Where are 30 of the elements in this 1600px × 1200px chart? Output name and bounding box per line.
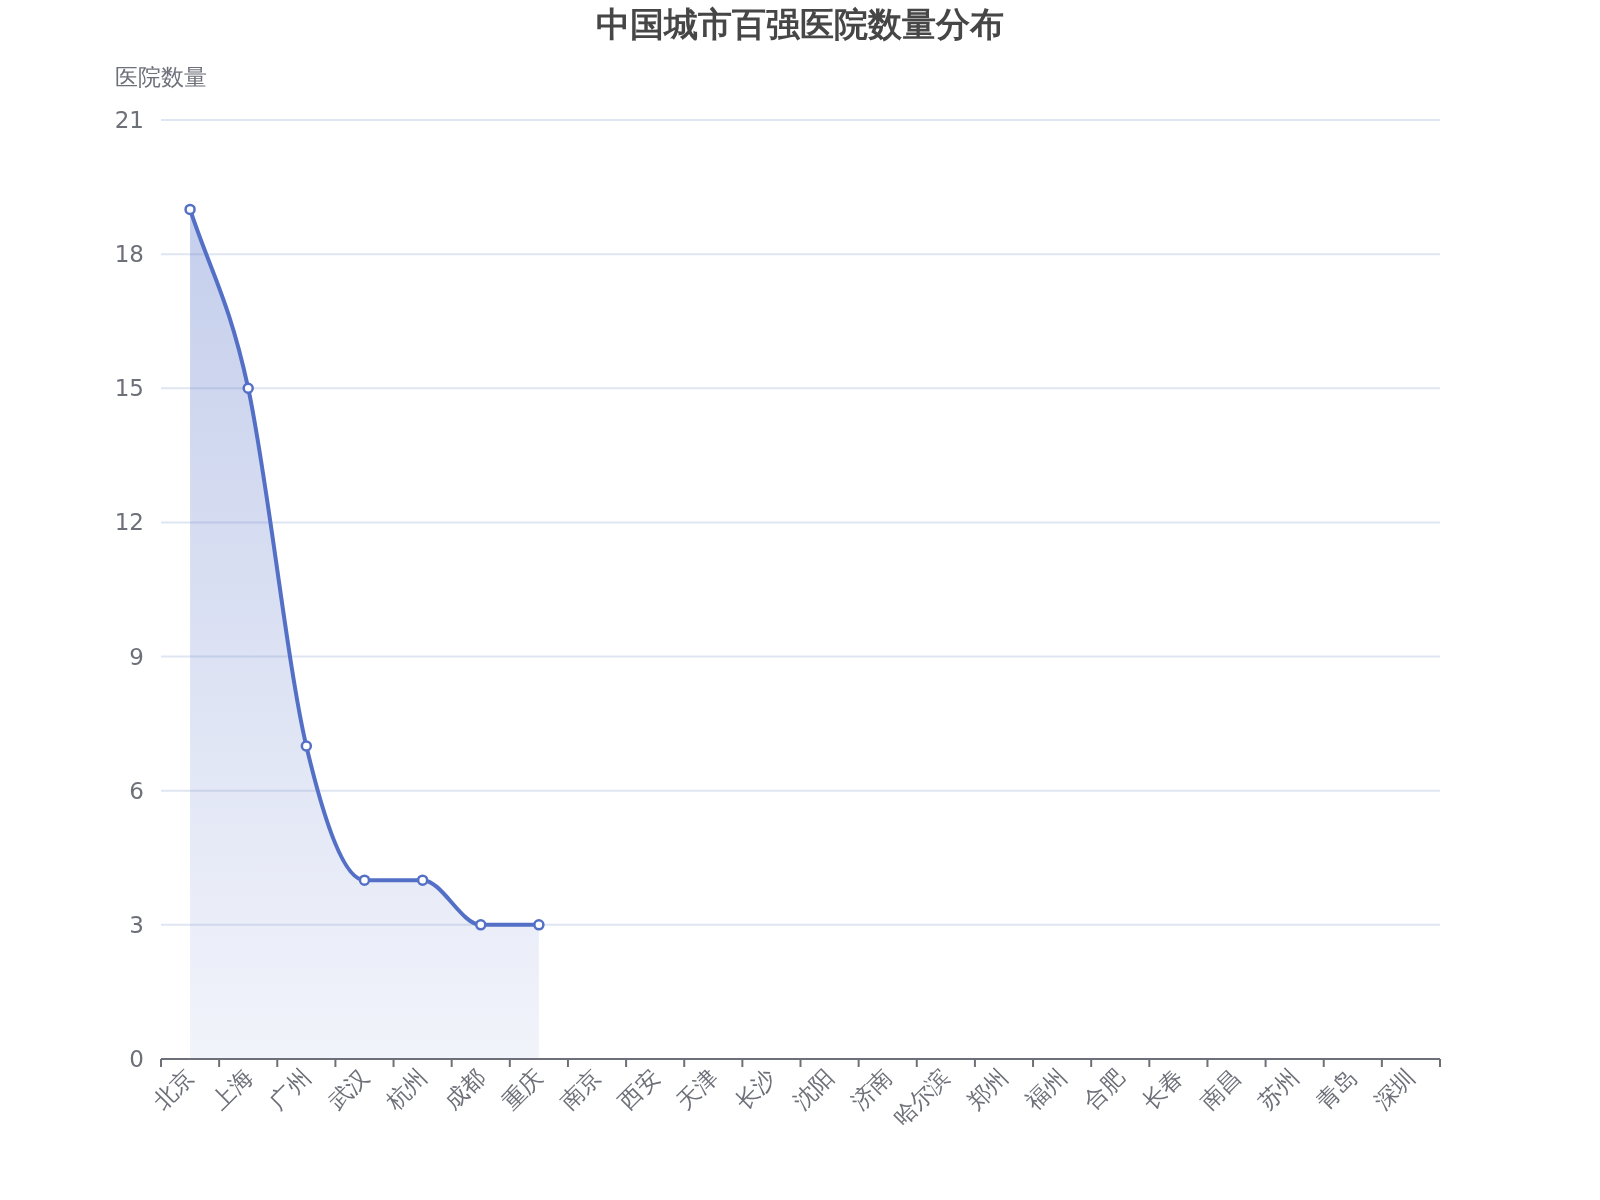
x-tick-label: 上海 xyxy=(206,1063,258,1115)
x-tick-label: 福州 xyxy=(1020,1063,1072,1115)
x-tick-label: 苏州 xyxy=(1252,1063,1304,1115)
y-tick-label: 12 xyxy=(114,509,144,536)
y-tick-label: 15 xyxy=(114,375,144,402)
x-tick-label: 南昌 xyxy=(1194,1063,1246,1115)
y-tick-label: 18 xyxy=(114,241,144,268)
x-tick-label: 武汉 xyxy=(322,1063,374,1115)
x-tick-label: 深圳 xyxy=(1369,1063,1421,1115)
x-tick-label: 广州 xyxy=(264,1063,316,1115)
y-tick-label: 9 xyxy=(129,643,144,670)
x-tick-label: 青岛 xyxy=(1311,1063,1362,1115)
y-tick-label: 0 xyxy=(129,1046,144,1072)
x-tick-label: 郑州 xyxy=(962,1063,1014,1115)
x-tick-label: 长沙 xyxy=(729,1063,781,1115)
x-tick-label: 长春 xyxy=(1136,1063,1188,1115)
y-tick-label: 21 xyxy=(114,107,144,133)
x-tick-label: 杭州 xyxy=(380,1063,432,1115)
x-tick-label: 合肥 xyxy=(1078,1063,1130,1115)
y-tick-label: 3 xyxy=(129,911,144,938)
title: 中国城市百强医院数量分布 xyxy=(596,4,1004,44)
x-tick-label: 西安 xyxy=(613,1063,665,1115)
x-tick-label: 成都 xyxy=(439,1063,490,1115)
y-axis-title: 医院数量 xyxy=(115,64,207,90)
x-tick-label: 天津 xyxy=(671,1063,723,1115)
x-tick-label: 北京 xyxy=(148,1063,200,1115)
x-tick-label: 南京 xyxy=(555,1063,607,1115)
x-tick-label: 沈阳 xyxy=(787,1063,839,1115)
y-tick-label: 6 xyxy=(129,777,144,804)
x-tick-label: 重庆 xyxy=(497,1063,549,1115)
